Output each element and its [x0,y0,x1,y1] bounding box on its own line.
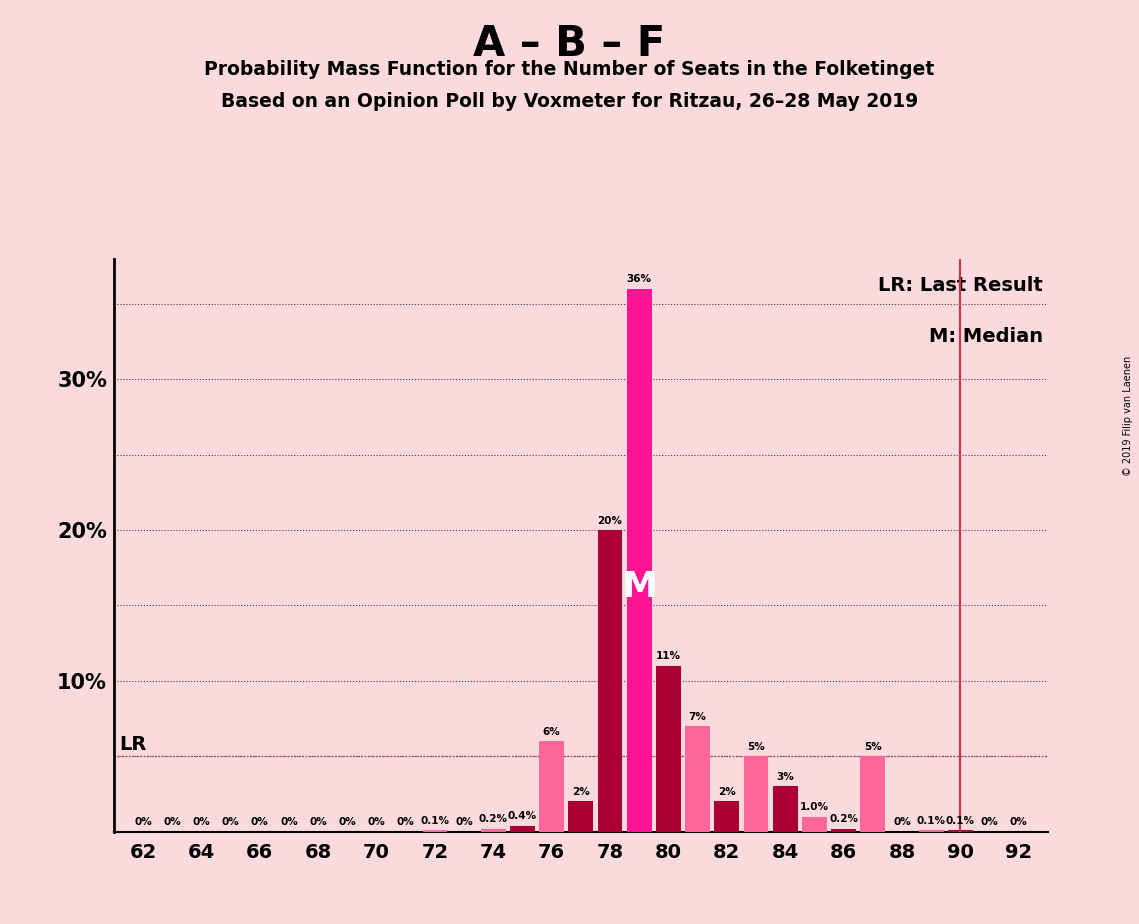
Text: 5%: 5% [747,742,765,752]
Bar [802,817,827,832]
Text: 0%: 0% [981,817,999,827]
Bar [423,830,448,832]
Text: 0%: 0% [893,817,911,827]
Bar [481,829,506,832]
Bar [919,830,943,832]
Text: 0.2%: 0.2% [829,814,858,824]
Text: 11%: 11% [656,651,681,662]
Text: LR: Last Result: LR: Last Result [878,276,1043,295]
Bar [860,756,885,832]
Bar [626,289,652,832]
Bar [831,829,857,832]
Text: Based on an Opinion Poll by Voxmeter for Ritzau, 26–28 May 2019: Based on an Opinion Poll by Voxmeter for… [221,92,918,112]
Text: 0%: 0% [396,817,415,827]
Bar [948,830,973,832]
Text: A – B – F: A – B – F [474,23,665,65]
Text: 0%: 0% [251,817,269,827]
Text: 0%: 0% [192,817,211,827]
Text: 0.1%: 0.1% [917,816,945,825]
Bar [772,786,797,832]
Text: 2%: 2% [718,787,736,796]
Text: 0%: 0% [456,817,473,827]
Text: M: Median: M: Median [929,327,1043,346]
Text: 0.1%: 0.1% [945,816,975,825]
Text: Probability Mass Function for the Number of Seats in the Folketinget: Probability Mass Function for the Number… [204,60,935,79]
Bar [510,825,535,832]
Text: 0%: 0% [222,817,239,827]
Text: 36%: 36% [626,274,652,285]
Text: © 2019 Filip van Laenen: © 2019 Filip van Laenen [1123,356,1133,476]
Text: 3%: 3% [777,772,794,782]
Text: 0%: 0% [338,817,357,827]
Text: 6%: 6% [543,726,560,736]
Text: 0.4%: 0.4% [508,811,538,821]
Text: 1.0%: 1.0% [800,802,829,812]
Text: 7%: 7% [689,711,706,722]
Text: 0.2%: 0.2% [478,814,508,824]
Bar [714,801,739,832]
Text: 0%: 0% [310,817,327,827]
Bar [539,741,564,832]
Bar [568,801,593,832]
Text: 20%: 20% [598,516,623,526]
Text: 0%: 0% [163,817,181,827]
Bar [686,726,710,832]
Bar [656,666,681,832]
Text: LR: LR [120,735,147,754]
Text: M: M [621,570,657,604]
Text: 2%: 2% [572,787,590,796]
Text: 0%: 0% [280,817,298,827]
Bar [598,530,623,832]
Text: 0%: 0% [1010,817,1027,827]
Text: 0.1%: 0.1% [420,816,450,825]
Text: 5%: 5% [863,742,882,752]
Text: 0%: 0% [368,817,385,827]
Text: 0%: 0% [134,817,151,827]
Bar [744,756,769,832]
